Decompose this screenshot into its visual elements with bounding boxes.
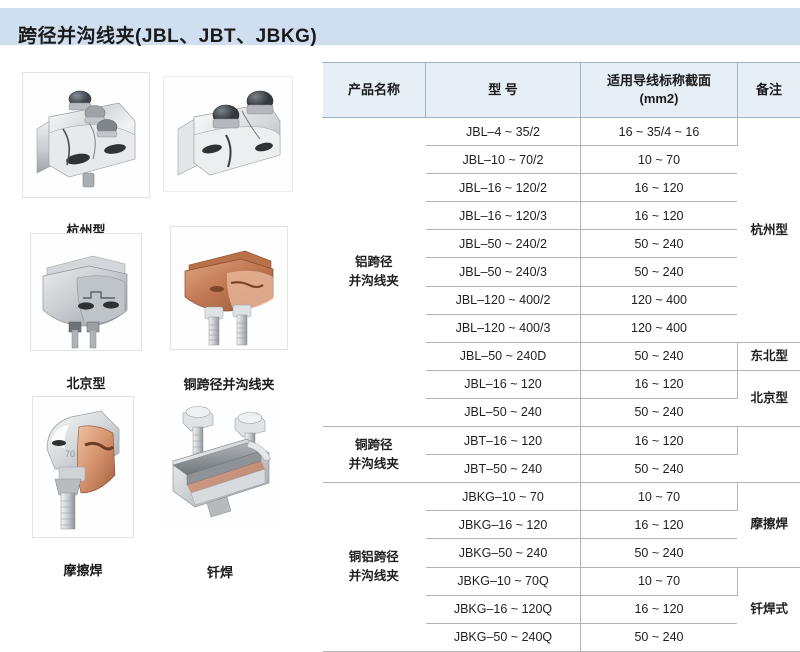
- section-cell: 16 ~ 120: [581, 427, 738, 455]
- table-header-row: 产品名称 型 号 适用导线标称截面 (mm2) 备注: [323, 63, 800, 118]
- column-header-product-name: 产品名称: [323, 63, 426, 118]
- page-title: 跨径并沟线夹(JBL、JBT、JBKG): [18, 21, 317, 48]
- parallel-groove-clamp-aluminum-photo: [23, 73, 149, 197]
- section-cell: 120 ~ 400: [581, 286, 738, 314]
- model-cell: JBL–16 ~ 120/3: [426, 202, 581, 230]
- friction-welded-clamp-photo: 70: [33, 397, 133, 537]
- model-cell: JBL–50 ~ 240: [426, 398, 581, 426]
- section-cell: 16 ~ 120: [581, 595, 738, 623]
- section-cell: 16 ~ 120: [581, 174, 738, 202]
- model-cell: JBKG–10 ~ 70Q: [426, 567, 581, 595]
- column-header-model: 型 号: [426, 63, 581, 118]
- model-cell: JBL–120 ~ 400/2: [426, 286, 581, 314]
- parallel-groove-clamp-aluminum-photo: [31, 234, 141, 350]
- column-header-section-line2: (mm2): [585, 90, 733, 108]
- parallel-groove-clamp-copper-photo: [171, 227, 287, 349]
- note-group-cell: 东北型: [738, 342, 800, 370]
- section-cell: 10 ~ 70: [581, 146, 738, 174]
- section-cell: 16 ~ 120: [581, 511, 738, 539]
- product-photo-frame: [170, 226, 288, 350]
- svg-text:70: 70: [65, 449, 75, 459]
- figure-caption: 摩擦焊: [32, 560, 134, 579]
- section-cell: 50 ~ 240: [581, 539, 738, 567]
- parallel-groove-clamp-aluminum-photo: [164, 77, 292, 191]
- product-name-group-cell: 铜跨径并沟线夹: [323, 427, 426, 483]
- product-name-line2: 并沟线夹: [326, 272, 423, 291]
- section-cell: 50 ~ 240: [581, 258, 738, 286]
- product-photo-frame: [30, 233, 142, 351]
- product-name-group-cell: 铝跨径并沟线夹: [323, 118, 426, 427]
- model-cell: JBL–16 ~ 120/2: [426, 174, 581, 202]
- column-header-note: 备注: [738, 63, 800, 118]
- section-cell: 10 ~ 70: [581, 567, 738, 595]
- model-cell: JBKG–50 ~ 240: [426, 539, 581, 567]
- model-cell: JBL–10 ~ 70/2: [426, 146, 581, 174]
- model-cell: JBL–16 ~ 120: [426, 370, 581, 398]
- product-name-line1: 铜跨径: [326, 436, 423, 455]
- product-name-group-cell: 铜铝跨径并沟线夹: [323, 483, 426, 652]
- product-photo-frame: [22, 72, 150, 198]
- section-cell: 16 ~ 120: [581, 202, 738, 230]
- note-group-cell: 杭州型: [738, 118, 800, 343]
- model-cell: JBL–50 ~ 240/3: [426, 258, 581, 286]
- section-cell: 120 ~ 400: [581, 314, 738, 342]
- note-group-cell: 北京型: [738, 370, 800, 426]
- section-cell: 50 ~ 240: [581, 455, 738, 483]
- product-photo-frame: [160, 398, 280, 528]
- section-cell: 16 ~ 120: [581, 370, 738, 398]
- product-name-line1: 铜铝跨径: [326, 548, 423, 567]
- section-cell: 16 ~ 35/4 ~ 16: [581, 118, 738, 146]
- product-name-line2: 并沟线夹: [326, 455, 423, 474]
- section-cell: 50 ~ 240: [581, 342, 738, 370]
- section-cell: 50 ~ 240: [581, 623, 738, 651]
- note-group-cell: 摩擦焊: [738, 483, 800, 567]
- figure-caption: 铜跨径并沟线夹: [170, 374, 288, 393]
- section-cell: 50 ~ 240: [581, 398, 738, 426]
- model-cell: JBKG–50 ~ 240Q: [426, 623, 581, 651]
- product-photo-frame: 70: [32, 396, 134, 538]
- model-cell: JBT–50 ~ 240: [426, 455, 581, 483]
- model-cell: JBKG–16 ~ 120: [426, 511, 581, 539]
- section-cell: 10 ~ 70: [581, 483, 738, 511]
- product-name-line1: 铝跨径: [326, 253, 423, 272]
- page-title-band: 跨径并沟线夹(JBL、JBT、JBKG): [0, 8, 800, 45]
- model-cell: JBKG–16 ~ 120Q: [426, 595, 581, 623]
- model-cell: JBL–120 ~ 400/3: [426, 314, 581, 342]
- model-cell: JBL–50 ~ 240/2: [426, 230, 581, 258]
- product-name-line2: 并沟线夹: [326, 567, 423, 586]
- brazed-clamp-photo: [161, 399, 279, 527]
- model-cell: JBL–4 ~ 35/2: [426, 118, 581, 146]
- product-image-gallery: 杭州型: [0, 58, 320, 611]
- product-photo-frame: [163, 76, 293, 192]
- model-cell: JBKG–10 ~ 70: [426, 483, 581, 511]
- model-cell: JBL–50 ~ 240D: [426, 342, 581, 370]
- note-group-cell: 钎焊式: [738, 567, 800, 651]
- section-cell: 50 ~ 240: [581, 230, 738, 258]
- figure-caption: 北京型: [30, 373, 142, 392]
- note-group-cell: [738, 427, 800, 483]
- model-cell: JBT–16 ~ 120: [426, 427, 581, 455]
- column-header-section: 适用导线标称截面 (mm2): [581, 63, 738, 118]
- figure-caption: 钎焊: [160, 562, 280, 581]
- column-header-section-line1: 适用导线标称截面: [585, 72, 733, 90]
